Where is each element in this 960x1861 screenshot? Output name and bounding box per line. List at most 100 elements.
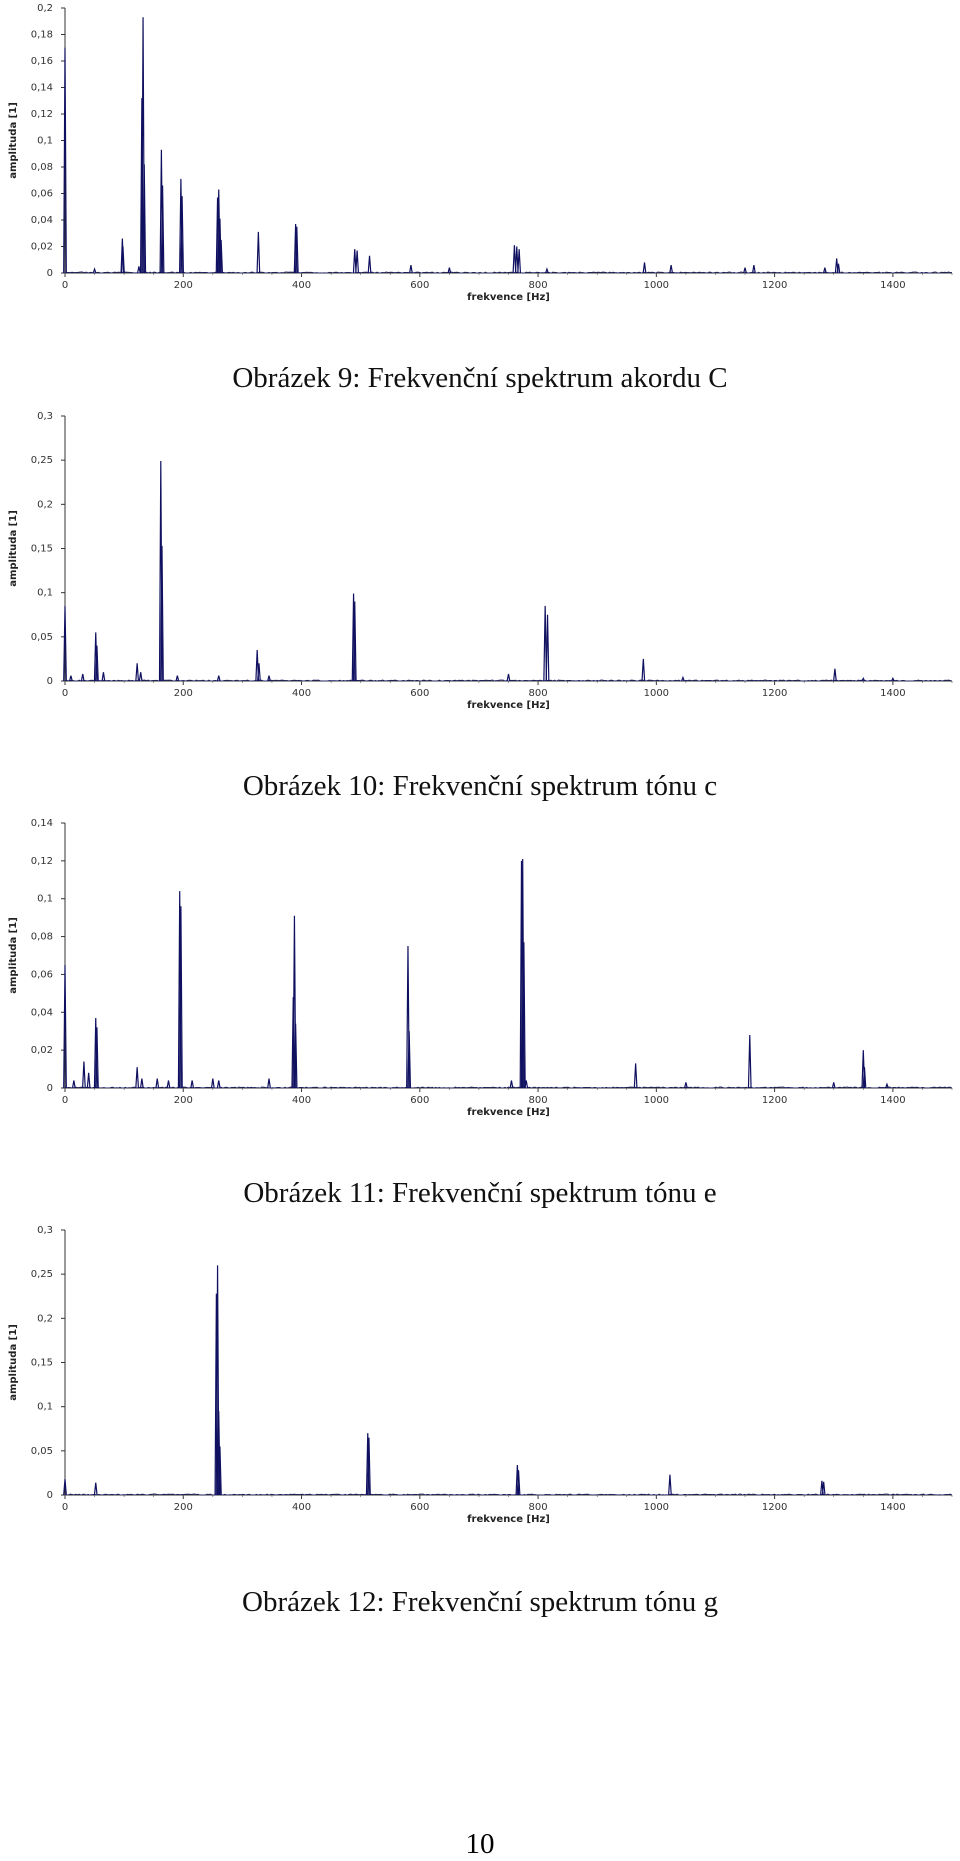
spectrum-peak	[218, 1446, 222, 1496]
x-tick-label: 400	[292, 688, 311, 699]
x-tick-label: 400	[292, 280, 311, 291]
spectrum-peak	[216, 1080, 221, 1089]
y-tick-label: 0,14	[31, 818, 53, 829]
y-tick-label: 0,1	[37, 136, 53, 147]
x-tick-label: 400	[292, 1502, 311, 1513]
y-tick-label: 0,3	[37, 411, 53, 422]
spectrum-peak	[175, 675, 180, 682]
spectrum-peak	[669, 264, 674, 274]
y-tick-label: 0,2	[37, 499, 53, 510]
spectrum-peak	[822, 267, 827, 274]
spectrum-peak	[681, 675, 685, 682]
y-tick-label: 0,25	[31, 1269, 53, 1280]
spectrum-peak	[92, 267, 97, 274]
x-tick-label: 1400	[880, 1095, 905, 1106]
y-tick-label: 0,04	[31, 1007, 53, 1018]
spectrum-peak	[891, 676, 895, 682]
spectrum-peak	[352, 601, 357, 682]
spectrum-peak	[180, 196, 184, 274]
spectrum-peak	[82, 1061, 86, 1089]
spectrum-peak	[63, 964, 67, 1089]
x-tick-label: 800	[529, 688, 548, 699]
spectrum-chart-ton-g: 0 0,05 0,1 0,15 0,2 0,25 0,3 0 200 400 600 800 1000 1…	[0, 1222, 960, 1527]
spectrum-peak	[641, 658, 646, 682]
spectrum-peak	[80, 673, 85, 682]
spectrum-peak	[216, 675, 221, 682]
x-tick-label: 800	[529, 1502, 548, 1513]
spectrum-peak	[210, 1078, 215, 1089]
spectrum-peak	[95, 1027, 99, 1089]
spectrum-peak	[142, 164, 147, 274]
page-number: 10	[465, 1828, 495, 1860]
y-tick-label: 0,04	[31, 215, 53, 226]
y-axis-label: amplituda [1]	[8, 102, 19, 179]
figure-caption-9: Obrázek 9: Frekvenční spektrum akordu C	[232, 362, 728, 394]
y-tick-label: 0,02	[31, 1045, 53, 1056]
spectrum-peak	[509, 1080, 514, 1089]
x-axis-label: frekvence [Hz]	[467, 1514, 550, 1525]
spectrum-peak	[138, 672, 143, 682]
spectrum-peak	[355, 250, 360, 274]
y-tick-label: 0	[47, 1083, 53, 1094]
x-tick-label: 1400	[880, 688, 905, 699]
figure-caption-12: Obrázek 12: Frekvenční spektrum tónu g	[242, 1586, 718, 1618]
x-tick-label: 1000	[644, 688, 669, 699]
spectrum-peak	[137, 266, 141, 274]
spectrum-peak	[514, 246, 519, 274]
spectrum-peak	[752, 264, 756, 274]
spectrum-peak	[367, 1437, 371, 1496]
spectrum-peak	[831, 1082, 836, 1089]
spectrum-baseline	[64, 1086, 953, 1089]
y-tick-label: 0,18	[31, 30, 53, 41]
spectrum-baseline	[64, 1493, 953, 1496]
y-tick-label: 0	[47, 676, 53, 687]
y-tick-label: 0,08	[31, 932, 53, 943]
x-tick-label: 200	[174, 1502, 193, 1513]
y-tick-label: 0,14	[31, 83, 53, 94]
x-tick-label: 0	[62, 280, 68, 291]
spectrum-peak	[668, 1474, 672, 1496]
spectrum-chart-ton-e: 0 0,02 0,04 0,06 0,08 0,1 0,12 0,14 0 200 400 600 80…	[0, 815, 960, 1120]
spectrum-peak	[166, 1080, 171, 1089]
x-tick-label: 600	[410, 280, 429, 291]
spectrum-baseline	[64, 679, 953, 682]
spectrum-peak	[121, 246, 125, 274]
spectrum-peak	[160, 185, 165, 274]
spectrum-peak	[219, 239, 224, 274]
spectrum-peak	[506, 673, 511, 682]
y-axis-label: amplituda [1]	[8, 510, 19, 587]
y-tick-label: 0,2	[37, 3, 53, 14]
y-tick-label: 0,08	[31, 162, 53, 173]
spectrum-chart-akord-c: 0 0,02 0,04 0,06 0,08 0,1 0,12 0,14 0,16 0,18 0,2 0…	[0, 0, 960, 305]
spectrum-peak	[293, 1023, 298, 1089]
spectrum-peak	[63, 47, 67, 274]
y-tick-label: 0	[47, 268, 53, 279]
spectrum-peak	[95, 645, 99, 682]
spectrum-peak	[71, 1080, 76, 1089]
spectrum-peak	[833, 668, 837, 682]
x-tick-label: 200	[174, 280, 193, 291]
x-tick-label: 600	[410, 688, 429, 699]
spectrum-baseline	[64, 271, 953, 274]
spectrum-peak	[267, 1078, 271, 1089]
y-tick-label: 0,06	[31, 189, 53, 200]
spectrum-peak	[447, 267, 452, 274]
spectrum-peak	[69, 675, 73, 682]
spectrum-peak	[747, 1034, 752, 1089]
spectrum-peak	[407, 1031, 412, 1089]
spectrum-peak	[743, 267, 747, 274]
x-tick-label: 0	[62, 1502, 68, 1513]
x-tick-label: 1200	[762, 1502, 787, 1513]
figure-caption-11: Obrázek 11: Frekvenční spektrum tónu e	[243, 1177, 717, 1209]
spectrum-peak	[862, 1067, 867, 1089]
spectrum-peak	[633, 1063, 638, 1089]
spectrum-peak	[885, 1082, 889, 1089]
x-tick-label: 0	[62, 688, 68, 699]
x-tick-label: 1000	[644, 1502, 669, 1513]
spectrum-peak	[543, 605, 548, 682]
x-tick-label: 600	[410, 1502, 429, 1513]
x-tick-label: 1400	[880, 1502, 905, 1513]
spectrum-peak	[516, 1470, 521, 1496]
x-tick-label: 800	[529, 280, 548, 291]
y-tick-label: 0,3	[37, 1225, 53, 1236]
